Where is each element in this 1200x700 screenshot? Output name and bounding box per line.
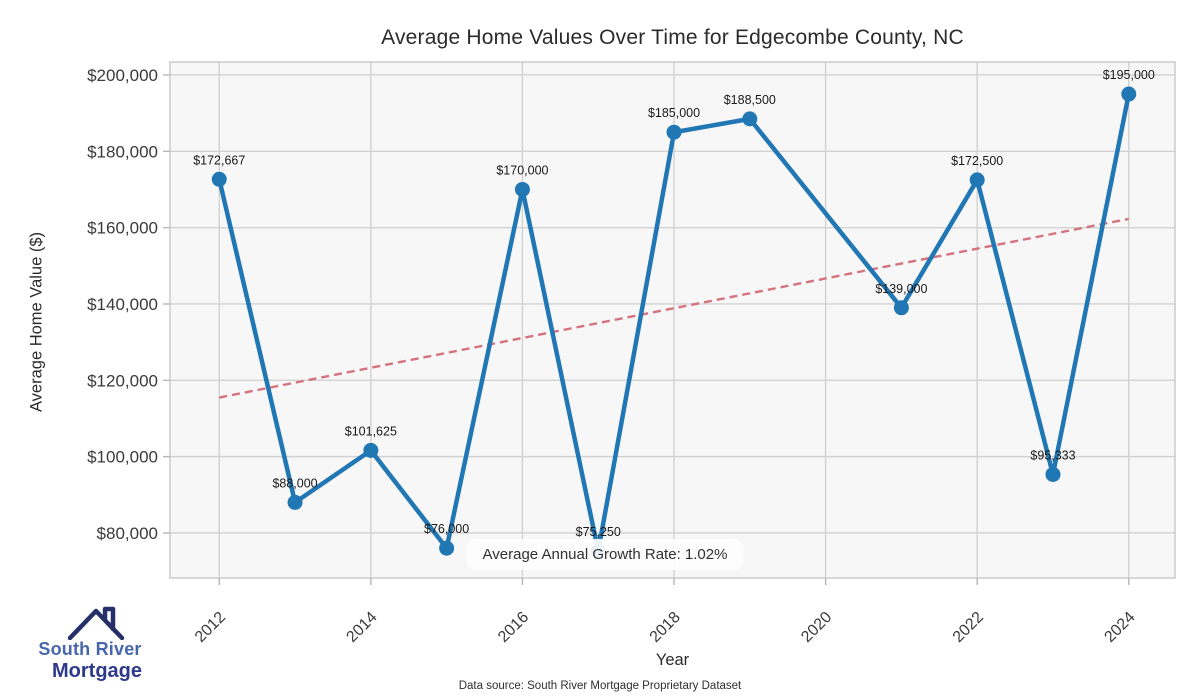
data-point (287, 494, 303, 510)
x-tick-label: 2014 (343, 609, 380, 646)
series-line (217, 91, 1132, 554)
x-tick-label: 2018 (647, 609, 684, 646)
y-tick-label: $80,000 (97, 524, 158, 543)
data-point-label: $170,000 (496, 163, 548, 177)
x-tick-label: 2016 (495, 609, 532, 646)
data-point (439, 540, 455, 556)
y-tick-label: $160,000 (87, 219, 158, 238)
data-point-label: $101,625 (345, 424, 397, 438)
x-axis-label: Year (655, 651, 690, 669)
data-point-label: $75,250 (576, 525, 621, 539)
x-tick-label: 2022 (950, 609, 987, 646)
data-point (666, 124, 682, 140)
logo-text-mortgage: Mortgage (52, 659, 142, 682)
x-tick-label: 2024 (1101, 609, 1138, 646)
data-point-label: $76,000 (424, 522, 469, 536)
data-point (969, 172, 985, 188)
data-point (742, 111, 758, 127)
data-point-label: $139,000 (875, 282, 927, 296)
data-point (514, 181, 530, 197)
plot-border (169, 61, 1176, 579)
data-point (1045, 466, 1061, 482)
y-axis-label: Average Home Value ($) (27, 231, 46, 413)
x-tick-label: 2020 (798, 609, 835, 646)
trend-line (219, 217, 1129, 399)
y-tick-label: $140,000 (87, 295, 158, 314)
x-tick-label: 2012 (192, 609, 229, 646)
y-tick-label: $180,000 (87, 142, 158, 161)
house-roof-icon (67, 606, 125, 640)
data-point (211, 171, 227, 187)
data-point-label: $95,333 (1030, 448, 1075, 462)
logo-text-south-river: South River (38, 639, 142, 659)
data-point (893, 300, 909, 316)
data-point-label: $195,000 (1103, 68, 1155, 82)
y-tick-label: $200,000 (87, 66, 158, 85)
data-point (1121, 86, 1137, 102)
growth-rate-annotation: Average Annual Growth Rate: 1.02% (466, 539, 744, 570)
south-river-mortgage-logo: South River Mortgage (15, 604, 165, 682)
data-point-label: $188,500 (724, 93, 776, 107)
chart-title: Average Home Values Over Time for Edgeco… (381, 26, 964, 49)
y-tick-label: $100,000 (87, 448, 158, 467)
y-tick-label: $120,000 (87, 371, 158, 390)
data-point-label: $88,000 (272, 476, 317, 490)
data-source-caption: Data source: South River Mortgage Propri… (458, 680, 742, 692)
data-point (363, 442, 379, 458)
data-point-label: $172,667 (193, 153, 245, 167)
data-point-label: $172,500 (951, 154, 1003, 168)
data-point-label: $185,000 (648, 106, 700, 120)
